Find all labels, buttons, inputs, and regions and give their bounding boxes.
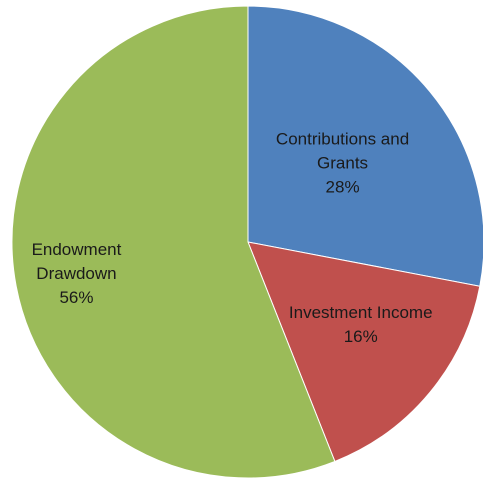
pie-slice-label-line-0-0: Contributions and bbox=[276, 129, 409, 148]
pie-slice-label-line-2-0: Endowment bbox=[32, 240, 122, 259]
pie-slice-1 bbox=[247, 241, 481, 463]
pie-slice-label-2: Endowment Drawdown 56% bbox=[32, 240, 122, 307]
pie-slice-label-line-0-1: Grants bbox=[317, 153, 368, 172]
pie-slice-2 bbox=[11, 5, 336, 478]
pie-slice-percent-0: 28% bbox=[326, 177, 360, 196]
pie-slice-label-1: Investment Income 16% bbox=[289, 303, 433, 346]
pie-slice-label-line-1-0: Investment Income bbox=[289, 303, 433, 322]
pie-slice-label-0: Contributions and Grants 28% bbox=[276, 129, 409, 196]
pie-slice-label-line-2-1: Drawdown bbox=[36, 264, 116, 283]
pie-slice-0 bbox=[247, 5, 483, 287]
pie-slice-percent-1: 16% bbox=[344, 327, 378, 346]
pie-slice-percent-2: 56% bbox=[59, 288, 93, 307]
